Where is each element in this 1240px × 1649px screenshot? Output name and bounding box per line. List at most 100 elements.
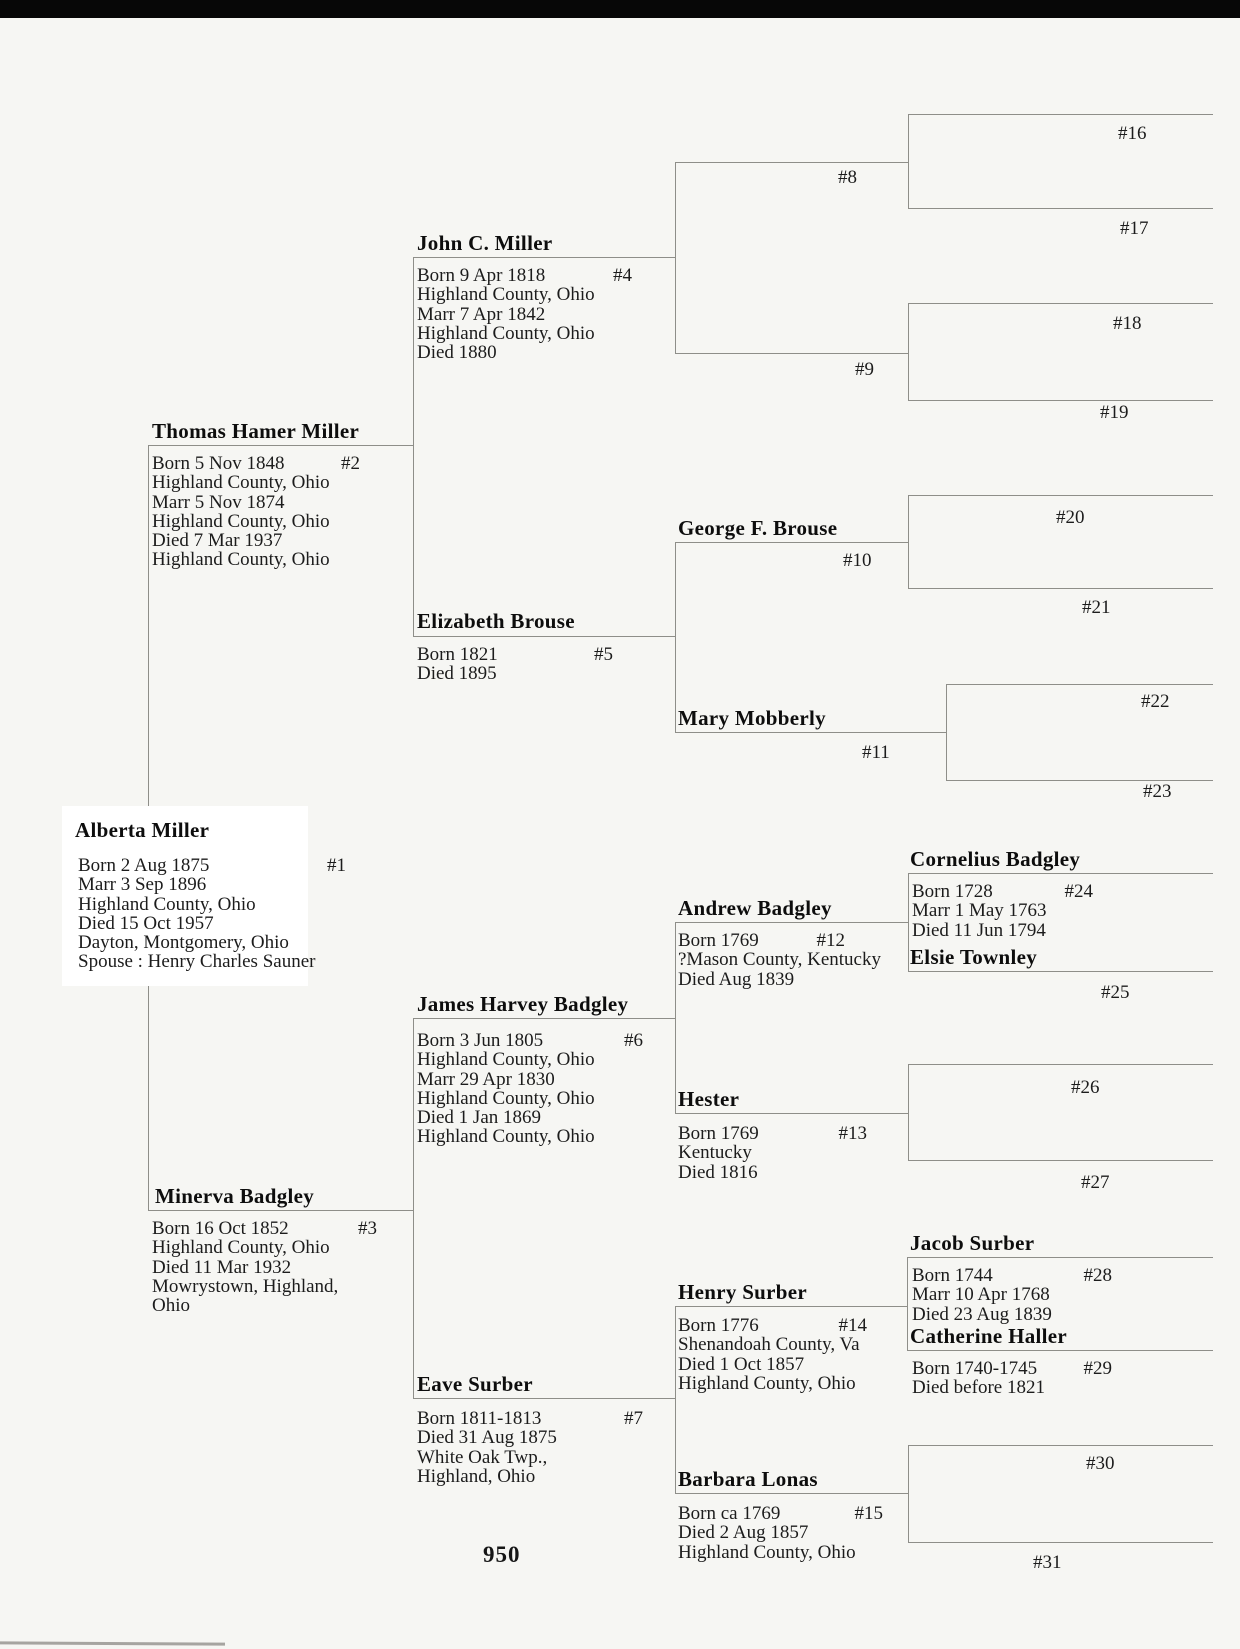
birth-line: Born 9 Apr 1818 (417, 265, 546, 286)
pedigree-bracket-22-23 (946, 684, 947, 780)
info-line: Highland County, Ohio (417, 1049, 595, 1071)
person-info-eave-surber: Born 1811-1813 #7 Died 31 Aug 1875 White… (417, 1409, 643, 1486)
ahnentafel-number-4: #4 (613, 265, 632, 286)
pedigree-line-18 (908, 303, 1213, 304)
birth-line: Born ca 1769 (678, 1503, 781, 1524)
info-line: Died 1880 (417, 342, 497, 364)
person-name-jacob-surber: Jacob Surber (910, 1231, 1035, 1255)
ahnentafel-number-20: #20 (1056, 507, 1085, 528)
info-line: Highland, Ohio (417, 1465, 536, 1487)
ahnentafel-number-8: #8 (838, 167, 857, 188)
ahnentafel-number-18: #18 (1113, 313, 1142, 334)
pedigree-line-28 (907, 1257, 1213, 1258)
birth-line: Born 1728 (912, 881, 993, 902)
pedigree-bracket-20-21 (908, 495, 909, 588)
person-name-henry-surber: Henry Surber (678, 1280, 808, 1304)
person-name-barbara-lonas: Barbara Lonas (678, 1467, 818, 1491)
ahnentafel-number-23: #23 (1143, 781, 1172, 802)
ahnentafel-number-7: #7 (624, 1408, 643, 1429)
person-info-andrew-badgley: Born 1769 #12 ?Mason County, Kentucky Di… (678, 931, 881, 989)
pedigree-line-22 (946, 684, 1213, 685)
pedigree-bracket-16-17 (908, 114, 909, 208)
ahnentafel-number-31: #31 (1033, 1552, 1062, 1573)
person-info-james-harvey-badgley: Born 3 Jun 1805 #6 Highland County, Ohio… (417, 1031, 643, 1147)
info-line: ?Mason County, Kentucky (678, 949, 881, 971)
birth-line: Born 1821 (417, 644, 498, 665)
scan-artifact-bottom-left (0, 1641, 226, 1646)
ahnentafel-number-13: #13 (838, 1123, 868, 1144)
info-line: Highland County, Ohio (152, 549, 330, 571)
pedigree-line-15 (675, 1493, 908, 1494)
person-info-cornelius-badgley: Born 1728 #24 Marr 1 May 1763 Died 11 Ju… (912, 882, 1093, 940)
person-info-catherine-haller: Born 1740-1745 #29 Died before 1821 (912, 1359, 1112, 1398)
pedigree-line-mother-3 (148, 1210, 413, 1211)
pedigree-bracket-28-29 (907, 1257, 908, 1350)
info-line: Died 1 Jan 1869 (417, 1107, 542, 1129)
pedigree-bracket-4-5 (413, 257, 414, 636)
person-name-george-f-brouse: George F. Brouse (678, 516, 838, 540)
ahnentafel-number-28: #28 (1083, 1265, 1113, 1286)
person-name-mary-mobberly: Mary Mobberly (678, 706, 826, 730)
info-line: Highland County, Ohio (678, 1372, 856, 1394)
birth-line: Born 2 Aug 1875 (78, 855, 210, 876)
pedigree-line-9 (675, 353, 908, 354)
person-name-eave-surber: Eave Surber (417, 1372, 533, 1396)
pedigree-line-29 (907, 1350, 1213, 1351)
pedigree-line-21 (908, 588, 1213, 589)
pedigree-line-24 (908, 873, 1213, 874)
birth-line: Born 1776 (678, 1315, 759, 1336)
ahnentafel-number-15: #15 (854, 1503, 884, 1524)
info-line: Highland County, Ohio (152, 510, 330, 532)
pedigree-line-12 (675, 922, 908, 923)
info-line: Highland County, Ohio (417, 284, 595, 306)
info-line: Highland County, Ohio (78, 893, 256, 915)
ahnentafel-number-14: #14 (838, 1315, 868, 1336)
info-line: Died before 1821 (912, 1377, 1045, 1399)
ahnentafel-number-25: #25 (1101, 982, 1130, 1003)
info-line: Died 15 Oct 1957 (78, 912, 214, 934)
pedigree-bracket-26-27 (908, 1064, 909, 1160)
info-line: Kentucky (678, 1142, 752, 1164)
person-info-alberta-miller: Born 2 Aug 1875 #1 Marr 3 Sep 1896 Highl… (78, 856, 346, 972)
pedigree-line-31 (908, 1542, 1213, 1543)
ahnentafel-number-5: #5 (594, 644, 613, 665)
pedigree-line-10 (675, 542, 908, 543)
ahnentafel-number-19: #19 (1100, 402, 1129, 423)
info-line: Died 2 Aug 1857 (678, 1522, 809, 1544)
person-name-hester: Hester (678, 1087, 740, 1111)
birth-line: Born 1769 (678, 1123, 759, 1144)
info-line: Shenandoah County, Va (678, 1334, 860, 1356)
ahnentafel-number-6: #6 (624, 1030, 643, 1051)
info-line: Highland County, Ohio (417, 322, 595, 344)
pedigree-line-7 (413, 1398, 675, 1399)
person-info-barbara-lonas: Born ca 1769 #15 Died 2 Aug 1857 Highlan… (678, 1504, 883, 1562)
info-line: Dayton, Montgomery, Ohio (78, 932, 289, 954)
info-line: Highland County, Ohio (678, 1541, 856, 1563)
person-name-elsie-townley: Elsie Townley (910, 945, 1038, 969)
person-name-cornelius-badgley: Cornelius Badgley (910, 847, 1081, 871)
info-line: Highland County, Ohio (152, 472, 330, 494)
pedigree-bracket-18-19 (908, 303, 909, 400)
person-info-minerva-badgley: Born 16 Oct 1852 #3 Highland County, Ohi… (152, 1219, 377, 1316)
info-line: Highland County, Ohio (417, 1087, 595, 1109)
ahnentafel-number-27: #27 (1081, 1172, 1110, 1193)
person-info-elizabeth-brouse: Born 1821 #5 Died 1895 (417, 645, 613, 684)
pedigree-line-27 (908, 1160, 1213, 1161)
pedigree-line-father-2 (148, 445, 413, 446)
info-line: Died 1 Oct 1857 (678, 1353, 805, 1375)
pedigree-line-4 (413, 257, 675, 258)
pedigree-bracket-24-25 (908, 873, 909, 971)
pedigree-bracket-12-13 (675, 922, 676, 1113)
pedigree-line-25 (908, 971, 1213, 972)
birth-line: Born 3 Jun 1805 (417, 1030, 544, 1051)
info-line: Mowrystown, Highland, (152, 1275, 339, 1297)
person-name-alberta-miller: Alberta Miller (75, 818, 210, 842)
pedigree-bracket-10-11 (675, 542, 676, 732)
info-line: Marr 3 Sep 1896 (78, 874, 207, 896)
ahnentafel-number-24: #24 (1064, 881, 1094, 902)
birth-line: Born 5 Nov 1848 (152, 453, 285, 474)
pedigree-line-30 (908, 1445, 1213, 1446)
info-line: Died 23 Aug 1839 (912, 1303, 1052, 1325)
pedigree-line-16 (908, 114, 1213, 115)
ahnentafel-number-11: #11 (862, 742, 890, 763)
